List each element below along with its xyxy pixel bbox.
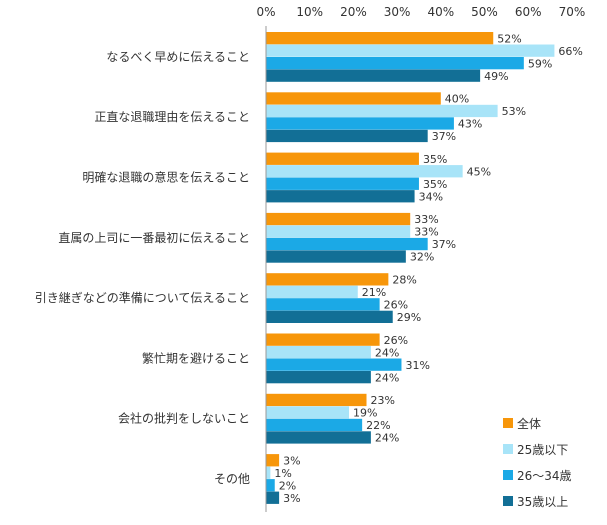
data-label: 45% xyxy=(467,165,491,178)
bar xyxy=(266,285,358,298)
data-label: 23% xyxy=(371,394,395,407)
bar xyxy=(266,104,498,118)
bar-series: 52%66%59%49%40%53%43%37%35%45%35%34%33%3… xyxy=(266,32,583,505)
x-tick-label: 30% xyxy=(384,5,411,19)
data-label: 49% xyxy=(484,70,508,83)
bar xyxy=(266,479,275,492)
data-label: 21% xyxy=(362,286,386,299)
bar xyxy=(266,418,363,432)
bar xyxy=(266,491,280,504)
bar xyxy=(266,237,428,251)
bar xyxy=(266,152,419,165)
data-label: 29% xyxy=(397,311,421,324)
bar xyxy=(266,466,271,479)
data-label: 24% xyxy=(375,346,399,359)
bar xyxy=(266,212,411,226)
category-label: なるべく早めに伝えること xyxy=(106,50,250,64)
bar xyxy=(266,298,380,311)
data-label: 33% xyxy=(414,226,438,239)
data-label: 3% xyxy=(283,492,300,505)
legend-label: 25歳以下 xyxy=(517,443,568,457)
x-tick-label: 60% xyxy=(515,5,542,19)
data-label: 34% xyxy=(419,190,443,203)
legend-label: 全体 xyxy=(517,416,541,431)
bar xyxy=(266,92,441,105)
data-label: 31% xyxy=(405,359,429,372)
data-label: 33% xyxy=(414,213,438,226)
data-label: 32% xyxy=(410,251,434,264)
bar xyxy=(266,346,371,359)
category-labels: なるべく早めに伝えること正直な退職理由を伝えること明確な退職の意思を伝えること直… xyxy=(35,50,250,486)
bar xyxy=(266,310,393,323)
bar xyxy=(266,177,419,190)
bar xyxy=(266,165,463,178)
bar xyxy=(266,44,555,57)
data-label: 52% xyxy=(497,32,521,45)
legend-swatch xyxy=(503,470,513,480)
legend-swatch xyxy=(503,418,513,428)
data-label: 35% xyxy=(423,153,447,166)
category-label: 会社の批判をしないこと xyxy=(118,411,250,426)
data-label: 28% xyxy=(392,274,416,287)
data-label: 40% xyxy=(445,93,469,106)
bar xyxy=(266,32,494,45)
bar xyxy=(266,250,406,263)
data-label: 24% xyxy=(375,432,399,445)
bar xyxy=(266,57,524,70)
bar xyxy=(266,273,389,286)
data-label: 26% xyxy=(384,334,408,347)
category-label: 繁忙期を避けること xyxy=(142,350,250,365)
bar xyxy=(266,358,402,371)
data-label: 37% xyxy=(432,238,456,251)
bar xyxy=(266,454,280,467)
data-label: 19% xyxy=(353,407,377,420)
x-tick-label: 70% xyxy=(559,5,586,19)
data-label: 43% xyxy=(458,118,482,131)
bar xyxy=(266,333,380,346)
data-label: 53% xyxy=(502,105,526,118)
x-tick-label: 10% xyxy=(296,5,323,19)
legend-swatch xyxy=(503,496,513,506)
bar xyxy=(266,117,454,130)
data-label: 59% xyxy=(528,57,552,70)
category-label: 明確な退職の意思を伝えること xyxy=(82,170,250,185)
data-label: 24% xyxy=(375,371,399,384)
data-label: 66% xyxy=(558,45,582,58)
x-tick-label: 0% xyxy=(256,5,275,19)
legend-swatch xyxy=(503,444,513,454)
bar xyxy=(266,371,371,384)
bar xyxy=(266,69,481,82)
legend-label: 35歳以上 xyxy=(517,495,568,509)
data-label: 1% xyxy=(274,467,291,480)
category-label: その他 xyxy=(214,472,250,486)
x-tick-label: 40% xyxy=(427,5,454,19)
category-label: 引き継ぎなどの準備について伝えること xyxy=(35,290,250,305)
data-label: 22% xyxy=(366,419,390,432)
category-label: 正直な退職理由を伝えること xyxy=(94,110,250,124)
category-label: 直属の上司に一番最初に伝えること xyxy=(58,231,250,245)
bar xyxy=(266,225,411,238)
data-label: 3% xyxy=(283,454,300,467)
data-label: 35% xyxy=(423,178,447,191)
legend: 全体 25歳以下 26～34歳 35歳以上 xyxy=(503,416,572,509)
bar xyxy=(266,190,415,203)
data-label: 37% xyxy=(432,130,456,143)
x-axis-ticks: 0% 10% 20% 30% 40% 50% 60% 70% xyxy=(256,5,585,19)
bar xyxy=(266,406,350,419)
x-tick-label: 50% xyxy=(471,5,498,19)
bar xyxy=(266,393,367,407)
x-tick-label: 20% xyxy=(340,5,367,19)
bar xyxy=(266,431,371,444)
legend-label: 26～34歳 xyxy=(517,469,572,483)
data-label: 26% xyxy=(384,299,408,312)
bar xyxy=(266,129,428,143)
data-label: 2% xyxy=(279,479,296,492)
